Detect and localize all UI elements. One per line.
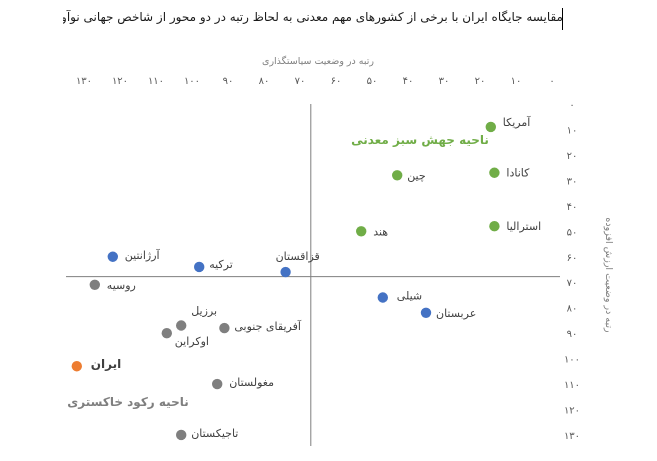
x-tick-label: ۲۰ bbox=[475, 76, 486, 87]
data-point bbox=[161, 327, 172, 339]
y-tick-label: ۸۰ bbox=[567, 304, 578, 315]
y-axis-title: رتبه در وضعیت ارزش افزوده bbox=[603, 217, 614, 333]
point-label: اوکراین bbox=[175, 335, 209, 348]
x-tick-label: ۱۱۰ bbox=[148, 76, 164, 87]
point-label: مغولستان bbox=[229, 376, 274, 389]
x-tick-label: ۴۰ bbox=[403, 76, 414, 87]
data-point bbox=[485, 121, 496, 133]
x-tick-label: ۱۰ bbox=[511, 76, 522, 87]
x-tick-label: ۱۰۰ bbox=[184, 76, 200, 87]
x-tick-label: ۷۰ bbox=[295, 76, 306, 87]
point-label: استرالیا bbox=[506, 220, 541, 233]
x-tick-label: ۱۲۰ bbox=[112, 76, 128, 87]
x-tick-label: ۱۳۰ bbox=[76, 76, 92, 87]
point-label: آفریقای جنوبی bbox=[234, 319, 301, 333]
point-label: کانادا bbox=[506, 167, 530, 180]
x-tick-label: ۰ bbox=[549, 76, 554, 87]
y-tick-label: ۰ bbox=[569, 100, 574, 111]
point-label: چین bbox=[407, 169, 426, 182]
data-point bbox=[194, 261, 205, 273]
data-point bbox=[489, 167, 500, 178]
x-axis-title: رتبه در وضعیت سیاستگذاری bbox=[262, 55, 374, 67]
data-point bbox=[176, 320, 187, 331]
chart-title: مقایسه جایگاه ایران با برخی از کشورهای م… bbox=[63, 10, 563, 24]
point-label: ایران bbox=[91, 357, 121, 371]
y-tick-label: ۴۰ bbox=[567, 202, 578, 213]
y-tick-label: ۶۰ bbox=[567, 253, 578, 264]
point-label: آرژانتین bbox=[125, 248, 161, 262]
data-point bbox=[71, 361, 83, 372]
y-tick-label: ۱۰۰ bbox=[564, 355, 580, 366]
data-point bbox=[377, 292, 388, 303]
point-label: ترکیه bbox=[209, 258, 233, 271]
data-point bbox=[392, 170, 403, 181]
region-label: ناحیه جهش سبز معدنی bbox=[351, 133, 489, 147]
point-label: قزاقستان bbox=[276, 250, 320, 263]
data-point bbox=[219, 322, 230, 334]
y-tick-label: ۳۰ bbox=[567, 176, 578, 187]
point-label: تاجیکستان bbox=[191, 427, 238, 440]
x-tick-label: ۶۰ bbox=[331, 76, 342, 87]
y-tick-label: ۲۰ bbox=[567, 151, 578, 162]
y-tick-label: ۵۰ bbox=[567, 227, 578, 238]
y-tick-label: ۹۰ bbox=[567, 329, 578, 340]
point-label: آمریکا bbox=[503, 115, 531, 129]
data-point bbox=[212, 378, 223, 390]
x-tick-label: ۳۰ bbox=[439, 76, 450, 87]
point-label: برزیل bbox=[191, 305, 217, 318]
data-point bbox=[176, 429, 187, 441]
point-label: شیلی bbox=[397, 289, 422, 302]
y-tick-label: ۱۲۰ bbox=[564, 406, 580, 417]
x-tick-label: ۸۰ bbox=[259, 76, 270, 87]
point-label: عربستان bbox=[436, 307, 476, 320]
y-tick-label: ۱۱۰ bbox=[564, 380, 580, 391]
x-tick-label: ۵۰ bbox=[367, 76, 378, 87]
point-label: روسیه bbox=[107, 279, 136, 292]
data-point bbox=[420, 307, 432, 318]
x-tick-label: ۹۰ bbox=[223, 76, 234, 87]
data-point bbox=[107, 251, 119, 262]
y-tick-label: ۱۳۰ bbox=[564, 431, 580, 442]
point-label: هند bbox=[373, 225, 388, 238]
data-point bbox=[280, 266, 291, 278]
data-point bbox=[356, 226, 367, 237]
data-point bbox=[89, 279, 101, 290]
y-tick-label: ۷۰ bbox=[567, 278, 578, 289]
region-label: ناحیه رکود خاکستری bbox=[67, 395, 188, 410]
y-tick-label: ۱۰ bbox=[567, 125, 578, 136]
text-caret bbox=[562, 8, 563, 30]
data-point bbox=[489, 221, 500, 232]
